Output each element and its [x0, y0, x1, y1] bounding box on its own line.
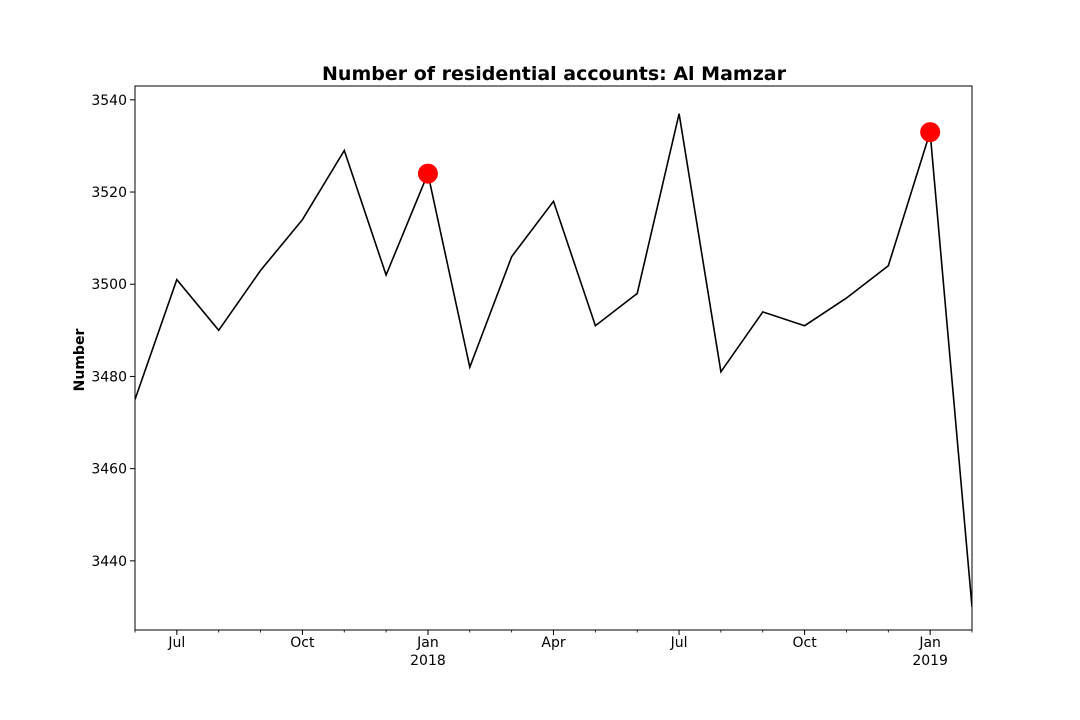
y-tick-label: 3540: [91, 93, 127, 109]
x-tick-label: Jan: [416, 635, 439, 651]
y-tick-label: 3460: [91, 462, 127, 478]
y-tick-label: 3500: [91, 277, 127, 293]
y-axis-label: Number: [72, 329, 88, 392]
x-tick-label: Apr: [541, 635, 565, 651]
series-line: [135, 113, 972, 607]
y-tick-label: 3480: [91, 369, 127, 385]
plot-area: Jul Oct Jan 2018 Apr Jul Oct Jan 2019 3440 3460 348…: [91, 85, 973, 669]
highlight-point: [920, 122, 941, 143]
x-tick-label: Jul: [670, 635, 688, 651]
x-tick-year-label: 2018: [410, 653, 446, 669]
x-tick-label: Oct: [792, 635, 817, 651]
x-tick-year-label: 2019: [912, 653, 948, 669]
plot-frame: [134, 85, 973, 631]
y-tick-label: 3440: [91, 554, 127, 570]
x-tick-label: Jul: [167, 635, 185, 651]
y-tick-label: 3520: [91, 185, 127, 201]
chart-title: Number of residential accounts: Al Mamza…: [322, 63, 787, 85]
x-tick-label: Jan: [918, 635, 941, 651]
highlight-point: [417, 163, 438, 184]
x-tick-label: Oct: [290, 635, 315, 651]
